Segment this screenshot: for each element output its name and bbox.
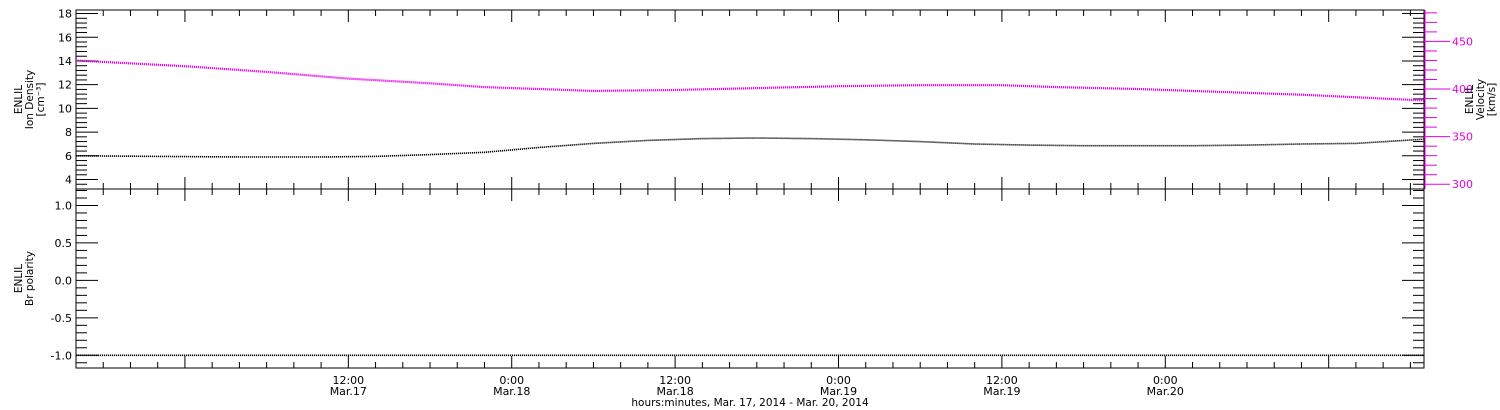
right-y-tick-label: 300 [1452,178,1473,191]
x-tick-date-label: Mar.17 [330,385,367,398]
right-y-tick-label: 350 [1452,131,1473,144]
y-axis-title-line: ENLIL [13,85,25,114]
y-axis-title-line: Ion Density [24,70,36,129]
y-axis-title-line: Br polarity [24,251,36,306]
panel-frame [75,188,1425,369]
x-tick-time-label: 12:00 [986,374,1018,387]
x-tick-time-label: 0:00 [826,374,851,387]
right-y-axis-title-line: ENLIL [1464,85,1476,114]
ion-density-series-line [75,137,1425,158]
y-tick-label: 12 [58,79,72,92]
x-tick-date-label: Mar.20 [1147,385,1184,398]
time-axis: 12:00Mar.170:00Mar.1812:00Mar.180:00Mar.… [75,10,1411,398]
right-y-tick-label: 400 [1452,83,1473,96]
x-axis-title: hours:minutes, Mar. 17, 2014 - Mar. 20, … [631,397,869,409]
x-tick-date-label: Mar.18 [656,385,693,398]
x-tick-time-label: 0:00 [499,374,524,387]
right-y-tick-label: 450 [1452,35,1473,48]
y-axis-title-line: ENLIL [13,264,25,293]
y-tick-label: 16 [58,31,72,44]
x-tick-time-label: 12:00 [332,374,364,387]
y-axis-title-line: [cm⁻³] [35,83,47,117]
y-tick-label: 14 [58,55,72,68]
br-polarity-panel: -1.0 -0.5 0.0 0.5 1.0 ENLIL Br polarity [13,188,1425,369]
velocity-series-line [75,59,1425,102]
y-tick-label: -0.5 [51,312,72,325]
y-tick-label: -1.0 [51,349,72,362]
y-tick-label: 6 [65,150,72,163]
y-tick-label: 1.0 [55,199,73,212]
right-y-axis-title-line: [km/s] [1486,83,1498,117]
x-tick-time-label: 12:00 [659,374,691,387]
y-tick-label: 0.5 [55,237,73,250]
x-tick-time-label: 0:00 [1153,374,1178,387]
x-tick-date-label: Mar.18 [493,385,530,398]
y-tick-label: 8 [65,126,72,139]
y-tick-label: 0.0 [55,274,73,287]
right-y-axis-title-line: Velocity [1475,79,1487,120]
panel-frame [75,9,1425,190]
y-tick-label: 4 [65,174,72,187]
x-tick-date-label: Mar.19 [820,385,857,398]
x-tick-date-label: Mar.19 [983,385,1020,398]
y-tick-label: 18 [58,8,72,21]
y-tick-label: 10 [58,102,72,115]
